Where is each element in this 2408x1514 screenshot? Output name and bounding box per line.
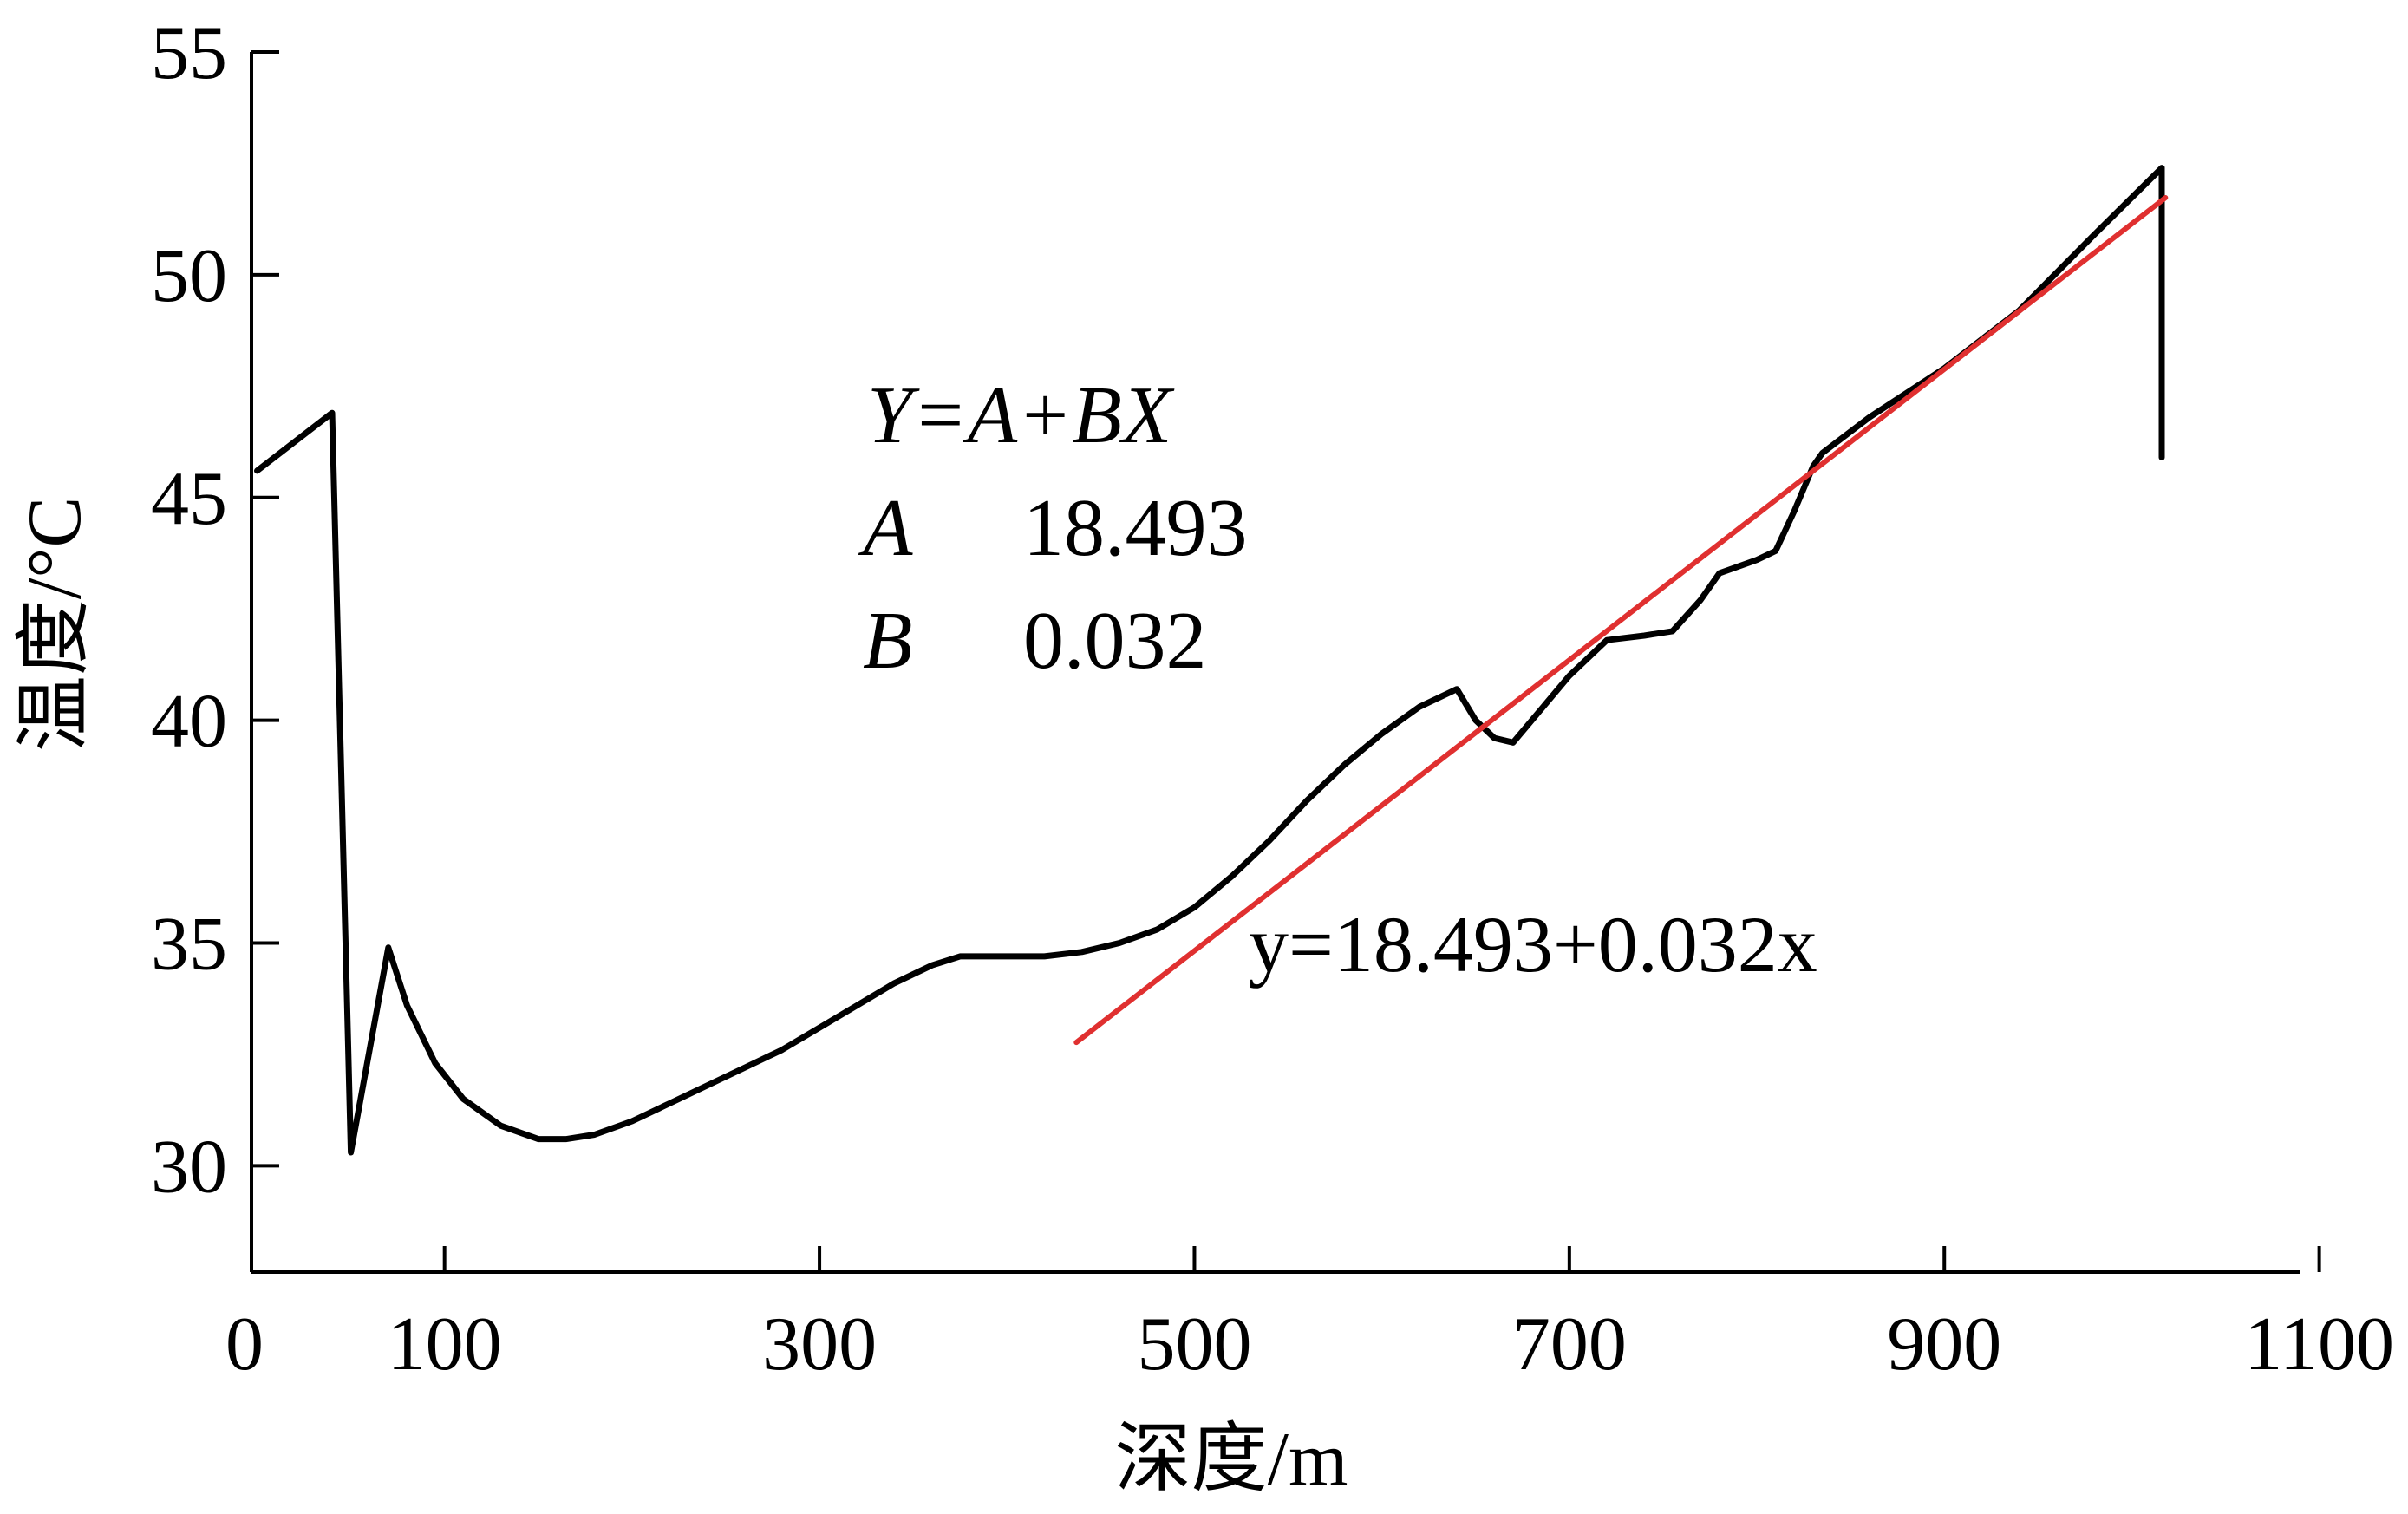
y-tick-label: 55 bbox=[151, 11, 227, 95]
y-tick-label: 30 bbox=[151, 1125, 227, 1209]
x-axis-title: 深度/m bbox=[1115, 1418, 1348, 1502]
y-tick-label: 35 bbox=[151, 903, 227, 987]
param-b-name: B bbox=[863, 596, 912, 686]
model-formula: Y=A+BX bbox=[867, 370, 1175, 460]
x-origin-label: 0 bbox=[225, 1302, 264, 1387]
param-a-value: 18.493 bbox=[1023, 483, 1248, 573]
x-tick-label: 500 bbox=[1137, 1302, 1251, 1387]
fit-equation-label: y=18.493+0.032x bbox=[1249, 900, 1817, 989]
temperature-profile-line bbox=[254, 165, 2165, 1156]
axes bbox=[250, 52, 2300, 1274]
y-tick-label: 50 bbox=[151, 234, 227, 318]
param-b-value: 0.032 bbox=[1023, 596, 1207, 686]
ticks: 30 35 40 45 50 55 100 300 500 700 900 1100 0 bbox=[151, 11, 2394, 1387]
x-tick-label: 900 bbox=[1887, 1302, 2001, 1387]
x-tick-label: 300 bbox=[762, 1302, 877, 1387]
y-axis-title: 温度/°C bbox=[13, 497, 97, 752]
x-tick-label: 100 bbox=[388, 1302, 502, 1387]
x-tick-label: 700 bbox=[1512, 1302, 1627, 1387]
x-tick-label: 1100 bbox=[2244, 1302, 2394, 1387]
param-a-name: A bbox=[858, 483, 913, 573]
y-tick-label: 40 bbox=[151, 680, 227, 764]
regression-parameters: Y=A+BX A 18.493 B 0.032 bbox=[858, 370, 1248, 686]
linear-fit-line bbox=[1073, 195, 2169, 1046]
y-tick-label: 45 bbox=[151, 457, 227, 541]
series bbox=[254, 165, 2169, 1156]
